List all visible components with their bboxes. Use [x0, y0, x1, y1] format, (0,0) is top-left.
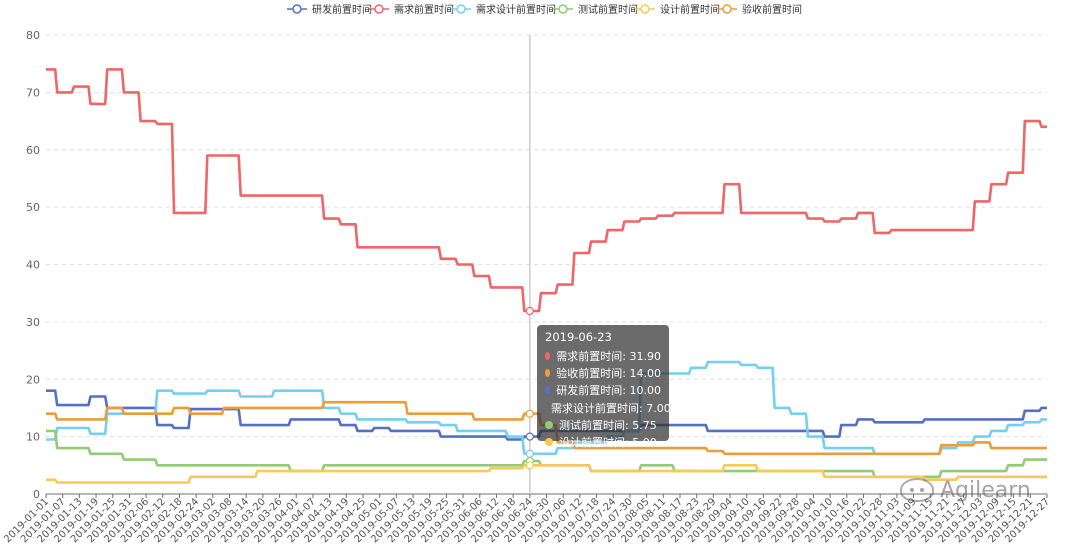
hover-point	[525, 409, 534, 418]
legend-circle-icon	[456, 4, 466, 14]
hover-point	[525, 449, 534, 458]
hover-point	[525, 306, 534, 316]
tooltip-row: 研发前置时间: 10.00	[545, 382, 661, 399]
tooltip-row-text: 验收前置时间: 14.00	[556, 366, 661, 380]
tooltip-row: 设计前置时间: 5.00	[545, 433, 661, 450]
y-tick-label: 40	[26, 259, 40, 272]
legend-circle-icon	[292, 4, 302, 14]
tooltip-series-dot	[545, 351, 551, 360]
y-tick-label: 60	[26, 144, 40, 157]
y-tick-label: 20	[26, 373, 40, 386]
legend-label: 测试前置时间	[578, 3, 638, 16]
tooltip-row-text: 测试前置时间: 5.75	[559, 418, 657, 432]
tooltip-series-dot	[545, 386, 551, 395]
tooltip-row-text: 设计前置时间: 5.00	[559, 436, 657, 450]
grid-lines	[46, 34, 1047, 438]
legend-label: 需求前置时间	[394, 3, 454, 16]
tooltip-row: 需求设计前置时间: 7.00	[545, 399, 671, 416]
wechat-logo-icon	[900, 478, 934, 502]
tooltip-row: 测试前置时间: 5.75	[545, 416, 661, 433]
legend-circle-icon	[722, 4, 732, 14]
y-tick-label: 80	[26, 29, 40, 42]
tooltip-series-dot	[545, 438, 553, 447]
watermark-text: Agilearn	[940, 477, 1031, 503]
hover-point	[525, 461, 534, 470]
legend-label: 设计前置时间	[660, 3, 720, 16]
y-tick-label: 30	[26, 316, 40, 329]
tooltip-row-text: 需求前置时间: 31.90	[556, 349, 661, 363]
tooltip: 2019-06-23 需求前置时间: 31.90 验收前置时间: 14.00 研…	[537, 325, 671, 449]
tooltip-row: 验收前置时间: 14.00	[545, 364, 661, 381]
tooltip-date: 2019-06-23	[545, 330, 612, 344]
tooltip-row-text: 研发前置时间: 10.00	[556, 384, 661, 398]
hover-point	[525, 432, 534, 441]
watermark: Agilearn	[900, 472, 1050, 508]
y-tick-label: 50	[26, 201, 40, 214]
series-line	[46, 464, 1047, 484]
x-axis: 2019-01-012019-01-072019-01-132019-01-19…	[2, 493, 1052, 545]
legend-label: 需求设计前置时间	[476, 3, 556, 16]
legend-circle-icon	[558, 4, 568, 14]
legend-circle-icon	[640, 4, 650, 14]
legend-circle-icon	[374, 4, 384, 14]
y-tick-label: 10	[26, 431, 40, 444]
series-line	[46, 68, 1047, 313]
legend-label: 验收前置时间	[742, 3, 802, 16]
hover-markers	[525, 306, 534, 470]
tooltip-row-text: 需求设计前置时间: 7.00	[551, 401, 671, 415]
legend-label: 研发前置时间	[312, 3, 372, 16]
tooltip-series-dot	[545, 420, 553, 429]
tooltip-series-dot	[545, 368, 551, 377]
y-tick-label: 70	[26, 86, 40, 99]
y-axis: 0 10 20 30 40 50 60 70 80	[26, 29, 40, 501]
y-tick-label: 0	[33, 488, 40, 501]
legend: 研发前置时间 需求前置时间 需求设计前置时间 测试前置时间 设计前置时间 验收前置时间	[287, 3, 802, 16]
tooltip-row: 需求前置时间: 31.90	[545, 347, 661, 364]
